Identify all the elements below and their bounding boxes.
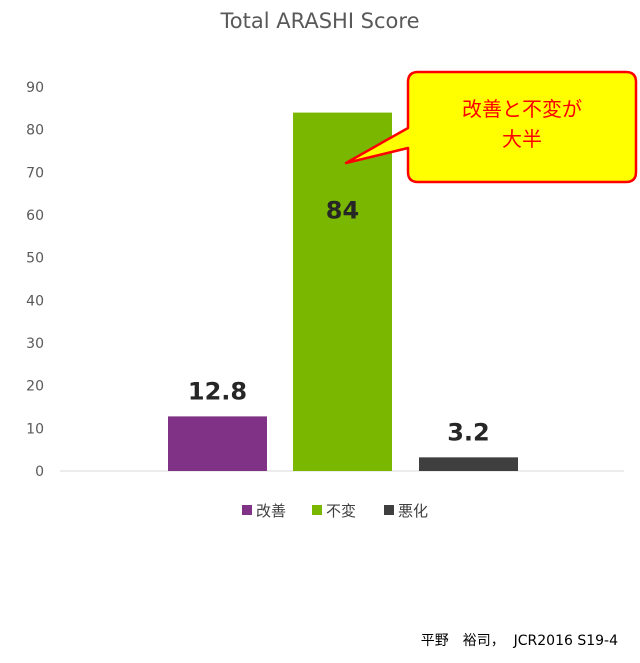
legend-swatch bbox=[242, 505, 252, 515]
y-axis: 0 10 20 30 40 50 60 70 80 90 bbox=[26, 80, 44, 480]
legend-entry: 不変 bbox=[326, 502, 356, 520]
y-tick-label: 40 bbox=[26, 293, 44, 309]
y-tick-label: 20 bbox=[26, 379, 44, 395]
y-tick-label: 80 bbox=[26, 123, 44, 139]
y-tick-label: 0 bbox=[35, 464, 44, 480]
bar bbox=[293, 112, 392, 471]
data-label: 12.8 bbox=[188, 377, 247, 405]
bar bbox=[419, 457, 518, 471]
y-tick-label: 10 bbox=[26, 421, 44, 437]
y-tick-label: 50 bbox=[26, 251, 44, 267]
legend-swatch bbox=[312, 505, 322, 515]
callout-annotation: 改善と不変が 大半 bbox=[344, 70, 638, 184]
y-tick-label: 60 bbox=[26, 208, 44, 224]
callout-box bbox=[344, 70, 638, 184]
data-label: 84 bbox=[326, 197, 359, 225]
callout-line-1: 改善と不変が bbox=[462, 97, 582, 121]
legend: 改善 不変 悪化 bbox=[242, 502, 428, 520]
legend-entry: 改善 bbox=[256, 502, 286, 520]
y-tick-label: 30 bbox=[26, 336, 44, 352]
y-tick-label: 70 bbox=[26, 165, 44, 181]
legend-entry: 悪化 bbox=[398, 502, 428, 520]
bar bbox=[168, 416, 267, 471]
bars bbox=[168, 112, 518, 471]
callout-line-2: 大半 bbox=[502, 127, 542, 151]
chart-title: Total ARASHI Score bbox=[220, 9, 420, 33]
data-labels: 12.8 84 3.2 bbox=[188, 197, 490, 447]
legend-swatch bbox=[384, 505, 394, 515]
source-credit: 平野 裕司， JCR2016 S19-4 bbox=[420, 633, 618, 649]
data-label: 3.2 bbox=[447, 418, 490, 446]
y-tick-label: 90 bbox=[26, 80, 44, 96]
